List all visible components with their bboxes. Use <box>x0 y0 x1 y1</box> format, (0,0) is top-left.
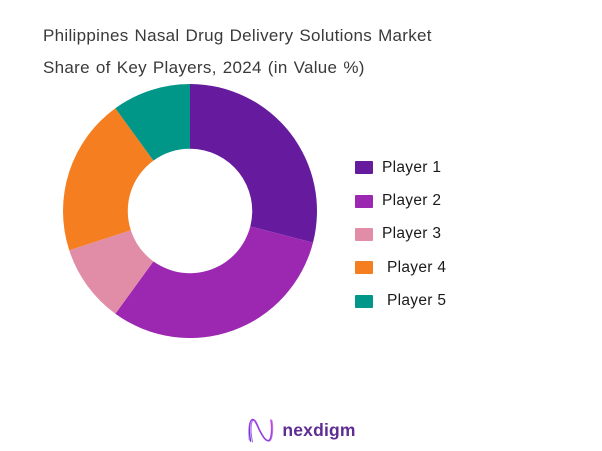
legend-swatch-icon <box>355 194 373 208</box>
legend-label: Player 2 <box>382 192 442 210</box>
donut-segment-player-4 <box>63 108 154 251</box>
legend-item-player-5: Player 5 <box>355 285 446 318</box>
legend-swatch-icon <box>355 227 373 241</box>
legend-item-player-2: Player 2 <box>355 184 446 217</box>
legend-item-player-4: Player 4 <box>355 251 446 284</box>
legend-swatch-icon <box>355 261 373 275</box>
donut-segment-player-1 <box>190 84 317 243</box>
nexdigm-logo: nexdigm <box>0 413 602 447</box>
legend-label: Player 4 <box>387 258 447 276</box>
legend-item-player-1: Player 1 <box>355 151 446 184</box>
donut-chart <box>63 84 317 339</box>
legend-item-player-3: Player 3 <box>355 218 446 251</box>
donut-segment-player-5 <box>115 84 190 161</box>
donut-segment-player-3 <box>69 230 154 314</box>
chart-title: Philippines Nasal Drug Delivery Solution… <box>43 26 432 77</box>
donut-segment-player-2 <box>115 226 314 339</box>
nexdigm-wordmark: nexdigm <box>282 419 356 440</box>
legend-label: Player 5 <box>387 292 447 310</box>
legend-label: Player 1 <box>382 158 442 176</box>
donut-chart-svg <box>63 84 317 339</box>
legend-swatch-icon <box>355 294 373 308</box>
legend-label: Player 3 <box>382 225 442 243</box>
legend: Player 1 Player 2 Player 3 Player 4 Player 5 <box>355 151 446 318</box>
nexdigm-mark-icon <box>248 418 274 443</box>
legend-swatch-icon <box>355 161 373 175</box>
